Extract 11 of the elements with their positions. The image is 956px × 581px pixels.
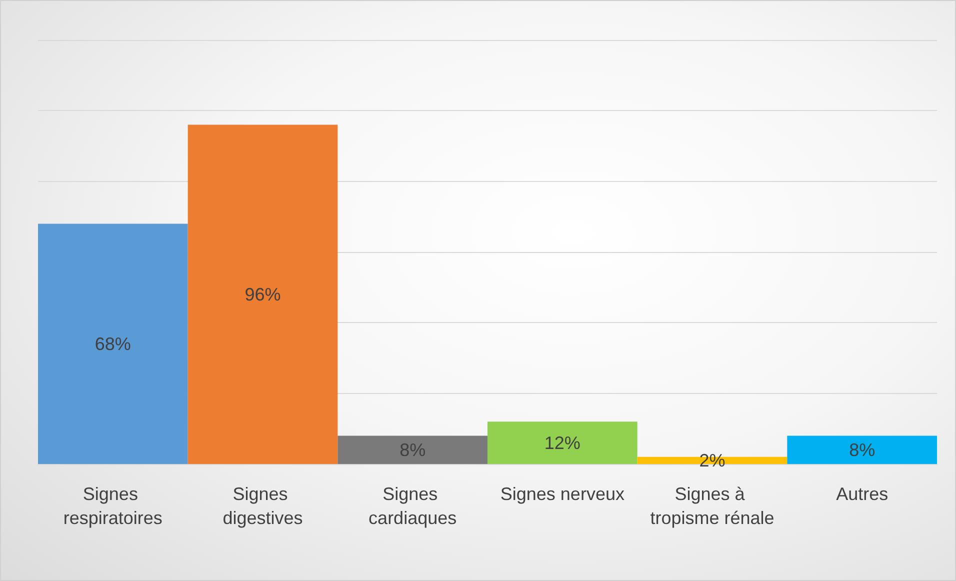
x-tick-label: Autres [836, 484, 888, 504]
x-tick-label: Signes nerveux [500, 484, 624, 504]
data-label: 8% [849, 440, 876, 460]
data-label: 96% [244, 284, 281, 304]
data-label: 12% [544, 432, 580, 453]
x-tick-label: Signes respiratoires [63, 484, 162, 528]
x-tick-label: Signes cardiaques [368, 484, 457, 528]
x-tick-label: Signes digestives [222, 484, 303, 528]
x-tick-label: Signes à tropisme rénale [650, 484, 774, 528]
data-label: 8% [400, 440, 426, 460]
data-label: 68% [94, 334, 131, 354]
